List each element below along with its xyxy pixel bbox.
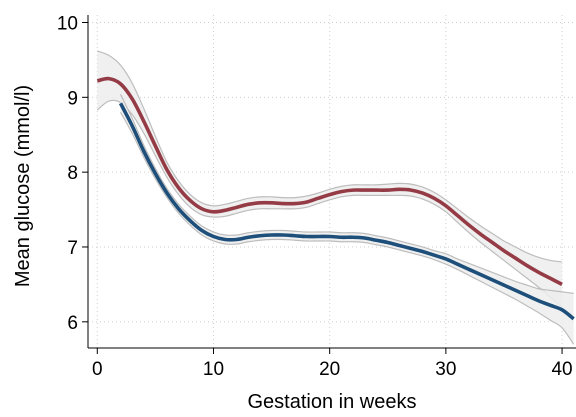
series-line (96, 76, 563, 286)
y-axis-title: Mean glucose (mmol/l) (12, 85, 34, 287)
band-lower-edge (120, 111, 575, 345)
x-axis-title: Gestation in weeks (248, 391, 417, 413)
band-lower-edge (96, 99, 563, 308)
y-tick-label: 9 (67, 88, 78, 109)
grid (88, 15, 576, 348)
x-tick-label: 30 (435, 359, 456, 380)
series-lines (96, 76, 575, 321)
series-line (118, 102, 575, 321)
band-upper-edge (119, 94, 574, 294)
band-upper-edge (97, 50, 563, 263)
x-tick-label: 10 (203, 359, 224, 380)
axes: 0 10 20 30 40 6 7 8 9 10 (57, 13, 576, 380)
y-tick-label: 8 (67, 163, 78, 184)
confidence-bands (96, 50, 575, 345)
y-tick-label: 7 (67, 238, 78, 259)
x-tick-label: 20 (319, 359, 340, 380)
y-tick-label: 10 (57, 13, 78, 34)
x-tick-label: 0 (92, 359, 103, 380)
x-tick-label: 40 (551, 359, 572, 380)
y-tick-label: 6 (67, 313, 78, 334)
